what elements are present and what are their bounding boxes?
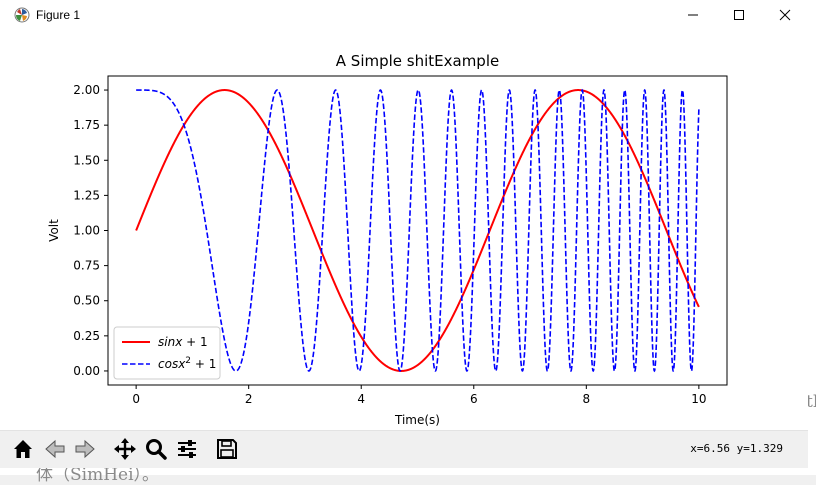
legend-label-rest: + 1: [191, 357, 216, 371]
matplotlib-icon: [14, 7, 30, 23]
home-button[interactable]: [8, 434, 38, 464]
figure-canvas[interactable]: 0 2 4 6 8 10 0.00 0.25 0.50 0.75 1.00 1.25 1.50 1.75 2…: [0, 30, 808, 430]
title-bar[interactable]: Figure 1: [0, 0, 808, 30]
arrow-right-icon: [73, 437, 97, 461]
x-axis-label: Time(s): [394, 413, 440, 427]
minimize-button[interactable]: [670, 0, 716, 30]
series-group: [136, 90, 699, 371]
chart[interactable]: 0 2 4 6 8 10 0.00 0.25 0.50 0.75 1.00 1.25 1.50 1.75 2…: [0, 30, 808, 430]
y-tick-label: 1.00: [73, 224, 100, 238]
window-title: Figure 1: [36, 8, 80, 22]
close-button[interactable]: [762, 0, 808, 30]
y-tick-label: 0.00: [73, 364, 100, 378]
forward-button[interactable]: [70, 434, 100, 464]
y-tick-label: 0.75: [73, 259, 100, 273]
y-tick-label: 1.50: [73, 153, 100, 167]
x-tick-label: 8: [582, 392, 590, 406]
cursor-coordinates: x=6.56 y=1.329: [690, 442, 783, 455]
move-icon: [113, 437, 137, 461]
x-tick-label: 4: [357, 392, 365, 406]
navigation-toolbar: [0, 430, 808, 468]
configure-subplots-button[interactable]: [172, 434, 202, 464]
series-line: [136, 90, 699, 371]
floppy-disk-icon: [215, 437, 239, 461]
x-tick-label: 0: [132, 392, 140, 406]
home-icon: [11, 437, 35, 461]
y-tick-label: 1.75: [73, 118, 100, 132]
y-tick-label: 0.25: [73, 329, 100, 343]
y-tick-label: 2.00: [73, 83, 100, 97]
x-tick-label: 2: [245, 392, 253, 406]
zoom-button[interactable]: [141, 434, 171, 464]
maximize-icon: [733, 9, 745, 21]
legend-label: sinx + 1: [158, 335, 208, 349]
chart-title: A Simple shitExample: [336, 52, 499, 70]
save-button[interactable]: [212, 434, 242, 464]
close-icon: [779, 9, 791, 21]
y-tick-label: 1.25: [73, 188, 100, 202]
pan-button[interactable]: [110, 434, 140, 464]
y-axis-label: Volt: [47, 219, 61, 242]
x-tick-label: 6: [470, 392, 478, 406]
sliders-icon: [175, 437, 199, 461]
x-tick-label: 10: [691, 392, 706, 406]
series-line: [136, 90, 699, 371]
legend-label-main: sinx: [158, 335, 183, 349]
figure-window: Figure 1 0 2 4 6 8 10 0.00 0.25 0.50 0.75 1.00 1.25…: [0, 0, 808, 468]
legend-label-main: cosx: [158, 357, 186, 371]
legend-label-rest: + 1: [182, 335, 207, 349]
y-tick-label: 0.50: [73, 294, 100, 308]
maximize-button[interactable]: [716, 0, 762, 30]
arrow-left-icon: [43, 437, 67, 461]
back-button[interactable]: [40, 434, 70, 464]
minimize-icon: [687, 9, 699, 21]
magnifier-icon: [144, 437, 168, 461]
